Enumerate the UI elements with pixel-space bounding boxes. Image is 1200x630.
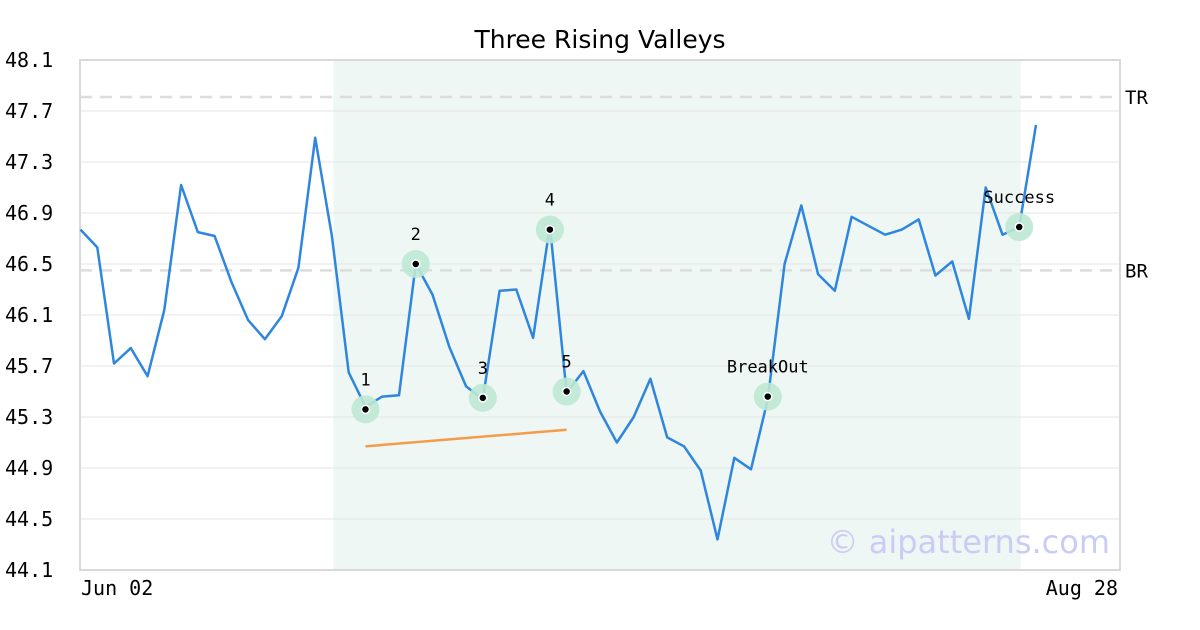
y-tick-label: 47.3 bbox=[5, 150, 53, 174]
x-tick-label: Aug 28 bbox=[1046, 576, 1118, 600]
annotation-marker bbox=[411, 259, 421, 269]
annotation-marker bbox=[763, 391, 773, 402]
annotation-label: 5 bbox=[562, 353, 572, 373]
gridlines bbox=[80, 110, 1120, 520]
level-label: TR bbox=[1125, 87, 1148, 109]
y-axis-ticks: 48.1 47.7 47.3 46.9 46.5 46.1 45.7 45.3 44.9 44.5… bbox=[5, 48, 53, 582]
y-tick-label: 47.7 bbox=[5, 99, 53, 123]
y-tick-label: 44.1 bbox=[5, 558, 53, 582]
annotation-marker bbox=[561, 386, 572, 397]
y-tick-label: 46.5 bbox=[5, 252, 53, 276]
annotation-marker bbox=[1014, 222, 1024, 232]
annotation-label: 3 bbox=[478, 359, 488, 379]
levels: TR BR bbox=[80, 87, 1148, 282]
plot-frame bbox=[79, 59, 1121, 571]
annotation-label: 2 bbox=[411, 225, 421, 245]
price-series-line bbox=[79, 124, 1038, 541]
annotations: 1 2 3 4 5 BreakOut Success bbox=[351, 188, 1055, 424]
x-axis-ticks: Jun 02 Aug 28 bbox=[81, 576, 1118, 600]
annotation-label: Success bbox=[983, 188, 1055, 208]
annotation-marker bbox=[478, 393, 488, 403]
trendline-group bbox=[365, 428, 567, 448]
annotation-label: 1 bbox=[360, 370, 370, 390]
y-tick-label: 45.7 bbox=[5, 354, 53, 378]
annotation-marker bbox=[545, 224, 555, 235]
y-tick-label: 44.5 bbox=[5, 507, 53, 531]
level-label: BR bbox=[1125, 260, 1148, 282]
x-tick-label: Jun 02 bbox=[81, 576, 153, 600]
watermark: © aipatterns.com bbox=[827, 523, 1110, 561]
y-tick-label: 44.9 bbox=[5, 456, 53, 480]
annotation-label: 4 bbox=[545, 191, 555, 211]
trendline bbox=[365, 428, 567, 448]
y-tick-label: 48.1 bbox=[5, 48, 53, 72]
series-group bbox=[79, 124, 1038, 541]
chart-title: Three Rising Valleys bbox=[473, 25, 725, 54]
y-tick-label: 45.3 bbox=[5, 405, 53, 429]
annotation-marker bbox=[360, 404, 371, 415]
y-tick-label: 46.9 bbox=[5, 201, 53, 225]
annotation-label: BreakOut bbox=[727, 358, 809, 378]
y-tick-label: 46.1 bbox=[5, 303, 53, 327]
